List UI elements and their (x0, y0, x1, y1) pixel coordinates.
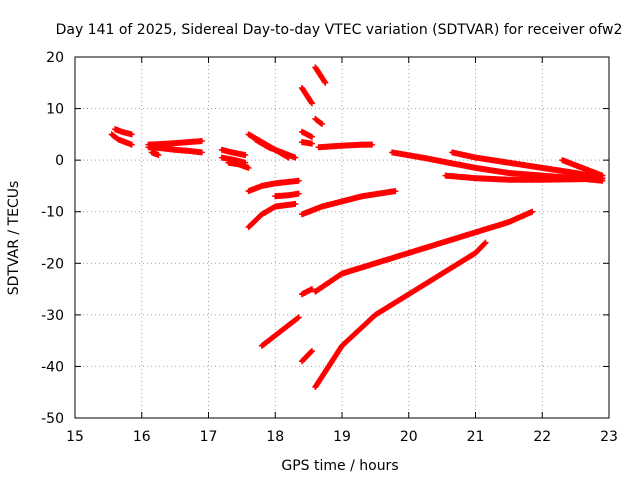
grid-layer (75, 57, 609, 418)
data-point (308, 348, 315, 355)
x-axis-label: GPS time / hours (281, 458, 398, 474)
x-tick-label: 23 (600, 429, 618, 445)
y-tick-label: 20 (46, 50, 64, 66)
data-point (245, 164, 252, 171)
series-arc-6 (218, 146, 249, 158)
x-tick-label: 16 (133, 429, 151, 445)
series-arc-27 (442, 172, 606, 183)
data-point (294, 315, 301, 322)
data-point (295, 190, 302, 197)
data-point (128, 141, 135, 148)
data-point (198, 149, 205, 156)
data-point (308, 347, 315, 354)
series-arc-23 (312, 208, 536, 295)
series-arc-30 (585, 170, 606, 179)
data-point (308, 286, 315, 293)
x-tick-label: 20 (400, 429, 418, 445)
data-point (292, 200, 299, 207)
data-point (292, 154, 299, 161)
series-arc-24 (298, 347, 315, 365)
series-arc-21 (298, 188, 399, 218)
series-arc-16 (312, 64, 329, 86)
data-point (529, 208, 536, 215)
data-point (322, 79, 329, 86)
x-tick-label: 22 (533, 429, 551, 445)
series-arc-18 (298, 128, 315, 140)
chart-title: Day 141 of 2025, Sidereal Day-to-day VTE… (56, 22, 623, 38)
data-point (308, 100, 315, 107)
data-point (482, 239, 489, 246)
series-arc-14 (258, 314, 302, 349)
data-point (308, 140, 315, 147)
tick-layer: 15 16 17 18 19 20 21 22 23 20 10 0 -10 -20 -30 -40 -50 (41, 50, 618, 445)
series-arc-4 (145, 138, 205, 148)
series-arc-13 (245, 200, 299, 231)
data-point (369, 141, 376, 148)
x-tick-label: 19 (333, 429, 351, 445)
series-arc-12 (272, 190, 302, 200)
series-arc-22 (298, 286, 315, 298)
y-axis-label: SDTVAR / TECUs (6, 181, 22, 296)
data-point (295, 314, 302, 321)
data-layer (108, 64, 606, 391)
y-tick-label: -40 (41, 359, 64, 375)
x-tick-label: 15 (66, 429, 84, 445)
data-point (198, 138, 205, 145)
y-tick-label: -20 (41, 256, 64, 272)
data-point (317, 120, 324, 127)
series-arc-8 (225, 159, 252, 171)
y-tick-label: 0 (55, 153, 64, 169)
series-arc-10 (252, 136, 299, 161)
series-arc-2 (112, 126, 135, 138)
series-arc-17 (312, 115, 325, 128)
series-arc-15 (298, 84, 315, 107)
x-tick-label: 18 (266, 429, 284, 445)
data-point (295, 177, 302, 184)
series-arc-20 (315, 141, 376, 151)
series-arc-25 (312, 239, 489, 391)
x-tick-label: 21 (467, 429, 485, 445)
data-point (392, 188, 399, 195)
series-arc-11 (245, 177, 302, 195)
x-tick-label: 17 (200, 429, 218, 445)
data-point (308, 133, 315, 140)
series-arc-5 (148, 149, 162, 158)
data-point (242, 151, 249, 158)
data-point (599, 172, 606, 179)
y-tick-label: 10 (46, 102, 64, 118)
y-tick-label: -10 (41, 205, 64, 221)
data-point (128, 131, 135, 138)
series-arc-7 (218, 154, 249, 166)
data-point (318, 121, 325, 128)
y-tick-label: -30 (41, 308, 64, 324)
data-point (155, 151, 162, 158)
series-arc-1 (108, 131, 135, 148)
series-arc-19 (298, 139, 315, 147)
data-point (481, 240, 488, 247)
y-tick-label: -50 (41, 411, 64, 427)
